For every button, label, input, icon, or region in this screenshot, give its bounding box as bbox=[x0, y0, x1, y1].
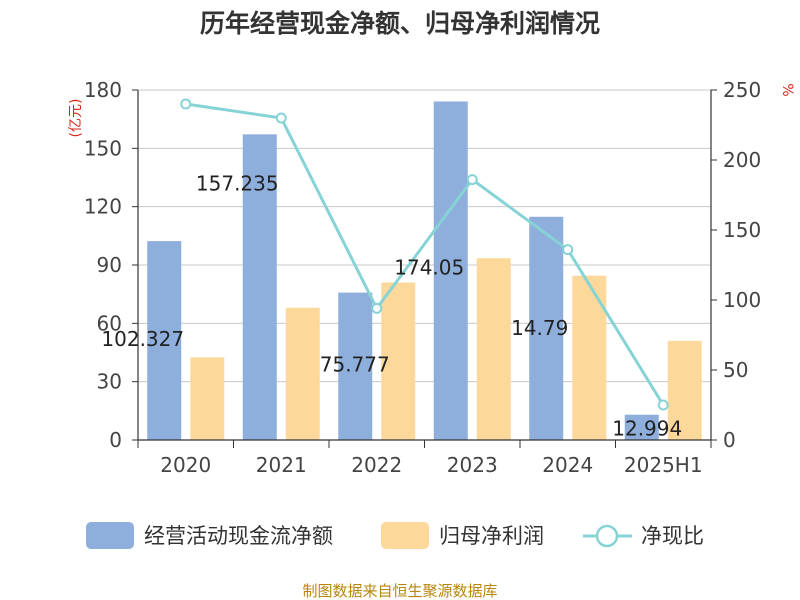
x-axis: 2020 2021 2022 2023 2024 2025H1 bbox=[137, 440, 712, 477]
y-left-tick-label: 120 bbox=[84, 195, 122, 219]
x-tick-label: 2023 bbox=[447, 453, 498, 477]
y-right-tick-label: 200 bbox=[723, 148, 761, 172]
y-right-tick-label: 50 bbox=[723, 358, 748, 382]
y-left-tick-label: 60 bbox=[97, 311, 122, 335]
legend-label-cashflow: 经营活动现金流净额 bbox=[144, 524, 333, 548]
x-tick-label: 2020 bbox=[160, 453, 211, 477]
x-tick-label: 2024 bbox=[542, 453, 593, 477]
legend-label-profit: 归母净利润 bbox=[439, 524, 544, 548]
y-left-tick-label: 30 bbox=[97, 370, 122, 394]
data-label: 14.79 bbox=[511, 316, 568, 340]
ratio-point bbox=[275, 112, 287, 124]
y-axis-left: 0 30 60 90 120 150 180 bbox=[84, 78, 138, 452]
y-right-tick-label: 0 bbox=[723, 428, 736, 452]
bar-profit bbox=[476, 258, 511, 440]
y-left-tick-label: 90 bbox=[97, 253, 122, 277]
y-left-unit: (亿元) bbox=[68, 99, 84, 138]
bar-profit bbox=[285, 307, 320, 440]
ratio-line-path bbox=[185, 102, 665, 406]
ratio-point bbox=[562, 244, 574, 256]
data-label: 157.235 bbox=[196, 171, 279, 195]
bar-cashflow bbox=[338, 292, 373, 440]
legend-swatch-profit bbox=[381, 522, 429, 549]
y-right-unit: % bbox=[779, 83, 795, 96]
legend-label-ratio: 净现比 bbox=[641, 524, 704, 548]
bar-profit bbox=[572, 275, 607, 440]
bar-cashflow bbox=[147, 241, 182, 440]
bar-profit bbox=[381, 282, 416, 440]
bars bbox=[147, 101, 702, 441]
bar-cashflow bbox=[433, 101, 468, 440]
bar-cashflow bbox=[242, 134, 277, 441]
grid bbox=[138, 89, 711, 383]
source-note: 制图数据来自恒生聚源数据库 bbox=[302, 582, 497, 600]
ratio-line bbox=[180, 98, 669, 411]
y-left-tick-label: 150 bbox=[84, 136, 122, 160]
chart-title: 历年经营现金净额、归母净利润情况 bbox=[200, 9, 600, 38]
y-axis-right: 0 50 100 150 200 250 bbox=[711, 78, 761, 452]
ratio-point bbox=[371, 302, 383, 314]
y-right-tick-label: 100 bbox=[723, 288, 761, 312]
bar-profit bbox=[190, 357, 225, 440]
ratio-point bbox=[180, 98, 192, 110]
bar-profit bbox=[667, 340, 702, 440]
ratio-point bbox=[657, 399, 669, 411]
data-label: 75.777 bbox=[320, 353, 390, 377]
y-left-tick-label: 0 bbox=[109, 428, 122, 452]
x-tick-label: 2022 bbox=[351, 453, 402, 477]
bar-cashflow bbox=[624, 414, 659, 440]
data-label: 102.327 bbox=[101, 327, 184, 351]
bar-cashflow bbox=[529, 216, 564, 440]
data-label: 174.05 bbox=[394, 255, 464, 279]
y-left-tick-label: 180 bbox=[84, 78, 122, 102]
data-labels: 102.327 157.235 75.777 174.05 14.79 12.994 bbox=[101, 171, 682, 440]
x-tick-label: 2021 bbox=[256, 453, 307, 477]
y-right-tick-label: 250 bbox=[723, 78, 761, 102]
legend-marker-ratio bbox=[595, 524, 619, 548]
y-right-tick-label: 150 bbox=[723, 218, 761, 242]
data-label: 12.994 bbox=[612, 417, 682, 441]
ratio-point bbox=[466, 174, 478, 186]
legend-swatch-cashflow bbox=[86, 522, 134, 549]
x-tick-label: 2025H1 bbox=[624, 453, 703, 477]
legend: 经营活动现金流净额 归母净利润 净现比 bbox=[86, 522, 704, 549]
